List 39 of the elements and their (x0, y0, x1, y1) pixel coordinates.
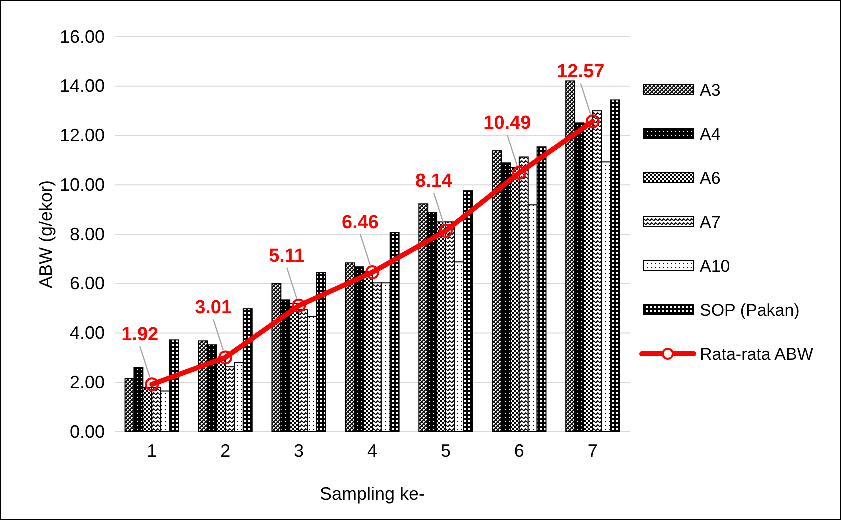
x-tick-label: 6 (514, 440, 524, 461)
y-axis-title: ABW (g/ekor) (36, 180, 56, 289)
legend-label: A6 (700, 169, 721, 188)
x-tick-label: 2 (220, 440, 231, 461)
point (438, 224, 453, 238)
x-tick-label: 4 (367, 440, 378, 461)
data-label: 10.49 (484, 113, 532, 134)
data-label: 1.92 (122, 324, 159, 346)
data-label: 3.01 (195, 298, 232, 319)
point (586, 114, 600, 129)
data-label: 8.14 (415, 171, 453, 192)
y-tick-label: 0.00 (70, 422, 105, 442)
legend-label: A3 (700, 81, 721, 100)
y-tick-label: 16.00 (60, 26, 105, 47)
legend-label: SOP (Pakan) (700, 301, 800, 320)
y-tick-label: 14.00 (60, 76, 105, 96)
y-tick-label: 12.00 (60, 126, 105, 146)
point (292, 298, 306, 313)
y-tick-label: 4.00 (70, 323, 105, 344)
x-tick-label: 5 (440, 440, 451, 461)
x-tick-label: 1 (147, 440, 158, 461)
legend-label: Rata-rata ABW (700, 345, 814, 364)
legend-label: A7 (700, 213, 721, 232)
legend-label: A4 (700, 125, 721, 144)
point (145, 378, 160, 392)
data-label: 5.11 (269, 246, 306, 267)
x-tick-label: 3 (294, 440, 304, 461)
legend-label: A10 (700, 257, 730, 276)
point (366, 266, 380, 280)
x-axis-title: Sampling ke- (320, 484, 426, 504)
y-tick-label: 10.00 (60, 174, 105, 195)
data-label: 12.57 (557, 62, 605, 83)
x-tick-label: 7 (588, 440, 598, 461)
data-label: 6.46 (342, 212, 379, 234)
y-tick-label: 2.00 (70, 372, 105, 392)
point (512, 166, 526, 180)
y-tick-label: 8.00 (70, 224, 105, 244)
point (218, 350, 233, 365)
y-tick-label: 6.00 (70, 274, 105, 294)
